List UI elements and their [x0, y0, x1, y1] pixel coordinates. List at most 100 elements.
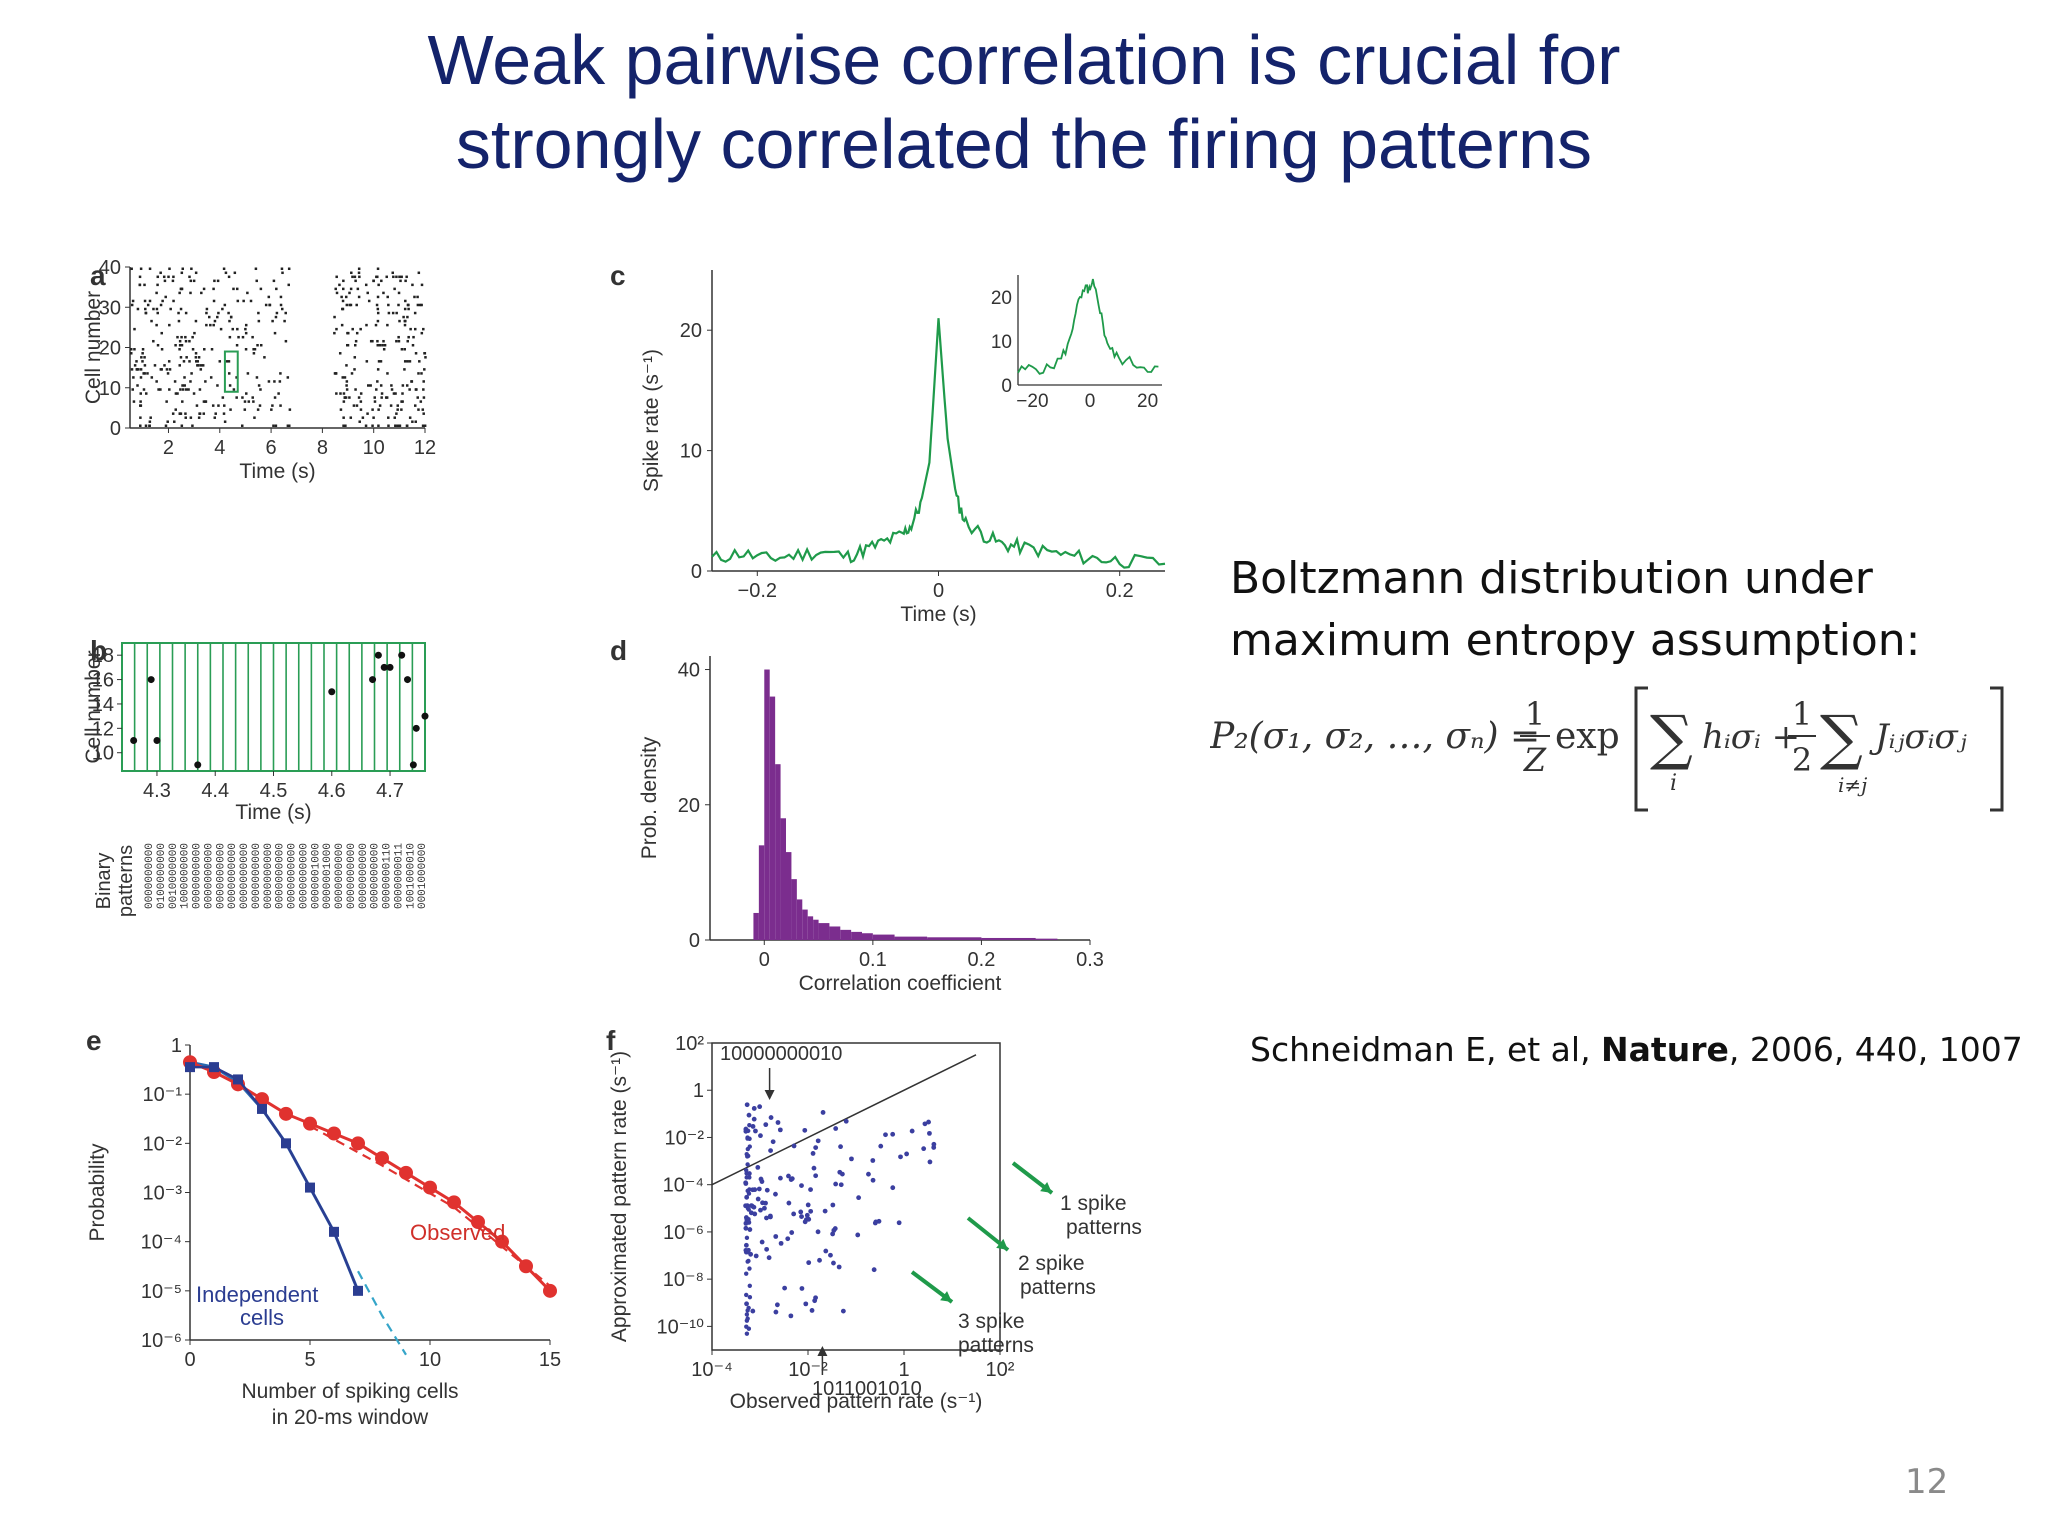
spike-mark	[131, 299, 135, 303]
a-ytick-label: 30	[99, 297, 121, 319]
spike-mark	[156, 283, 159, 287]
binary-pattern: 1001000010	[405, 843, 417, 909]
f-point	[856, 1195, 862, 1201]
spike-mark	[240, 424, 244, 427]
d-hist-bar	[1035, 938, 1058, 940]
spike-mark	[212, 299, 216, 303]
spike-mark	[159, 388, 162, 391]
binary-pattern: 0000001000	[310, 843, 322, 909]
spike-mark	[403, 348, 406, 351]
e-independent-label-1: Independent	[196, 1282, 318, 1307]
spike-mark	[385, 275, 388, 279]
f-point	[883, 1132, 888, 1138]
spike-mark	[179, 307, 183, 311]
spike-mark	[357, 271, 361, 275]
spike-mark	[390, 388, 394, 391]
spike-mark	[136, 384, 139, 387]
spike-mark	[178, 339, 182, 343]
spike-mark	[339, 408, 343, 411]
spike-mark	[267, 295, 271, 299]
spike-mark	[202, 400, 206, 403]
f-point	[747, 1227, 753, 1232]
spike-mark	[366, 291, 369, 295]
d-ytick-label: 0	[689, 930, 700, 952]
b-spike-point	[194, 761, 202, 769]
f-point	[830, 1202, 836, 1208]
f-ytick-label: 1	[693, 1080, 704, 1102]
e-independent-point	[281, 1138, 291, 1149]
f-point	[758, 1133, 763, 1139]
spike-mark	[271, 404, 274, 407]
f-point	[747, 1294, 753, 1300]
spike-mark	[416, 295, 419, 299]
citation-suffix: , 2006, 440, 1007	[1728, 1030, 2023, 1069]
f-point	[838, 1182, 844, 1188]
panel-a-raster-plot: a 0 10 20 30 40 2 4 6 8 10 12 Time (s) Cell number	[82, 257, 436, 483]
spike-mark	[407, 303, 410, 307]
spike-mark	[189, 279, 193, 283]
spike-mark	[143, 283, 146, 287]
spike-mark	[199, 364, 203, 367]
spike-mark	[345, 388, 349, 391]
spike-mark	[130, 348, 133, 351]
f-point	[767, 1213, 773, 1219]
d-hist-bar	[769, 696, 776, 940]
b-spike-point	[409, 761, 417, 769]
f-point	[833, 1181, 839, 1187]
f-point	[799, 1183, 804, 1189]
spike-mark	[189, 291, 192, 295]
spike-mark	[178, 291, 181, 295]
spike-mark	[146, 303, 150, 307]
spike-mark	[396, 424, 400, 427]
b-spike-point	[421, 712, 429, 720]
spike-mark	[377, 408, 380, 411]
f-point	[743, 1225, 749, 1231]
spike-mark	[344, 295, 348, 299]
spike-mark	[420, 303, 423, 307]
e-observed-point	[495, 1234, 509, 1249]
spike-mark	[257, 384, 261, 387]
spike-mark	[164, 424, 168, 427]
b-xtick-label: 4.7	[376, 780, 404, 802]
spike-mark	[258, 404, 262, 407]
spike-mark	[423, 368, 426, 371]
spike-mark	[141, 352, 144, 355]
f-point	[775, 1120, 781, 1125]
spike-mark	[246, 291, 249, 295]
spike-mark	[162, 275, 166, 279]
spike-mark	[421, 408, 425, 411]
spike-mark	[179, 388, 182, 391]
spike-mark	[394, 392, 397, 395]
f-point	[813, 1173, 819, 1179]
spike-mark	[189, 380, 192, 383]
f-point	[927, 1159, 933, 1165]
spike-mark	[390, 384, 393, 387]
spike-mark	[198, 388, 202, 391]
e-xtick-label: 5	[304, 1349, 315, 1371]
spike-mark	[228, 319, 231, 323]
b-ytick-label: 14	[92, 694, 114, 716]
spike-mark	[287, 283, 290, 287]
spike-mark	[204, 400, 208, 403]
f-annotation-top: 10000000010	[720, 1043, 842, 1065]
spike-mark	[354, 339, 358, 343]
spike-mark	[348, 303, 351, 307]
spike-mark	[216, 384, 219, 387]
spike-mark	[403, 319, 407, 323]
d-hist-bar	[775, 764, 781, 940]
spike-mark	[400, 275, 403, 279]
f-point	[743, 1242, 749, 1248]
spike-mark	[155, 307, 159, 311]
spike-mark	[244, 327, 247, 331]
e-xtick-label: 0	[184, 1349, 195, 1371]
spike-mark	[381, 343, 384, 347]
spike-mark	[163, 279, 167, 283]
citation-journal: Nature	[1601, 1030, 1729, 1069]
f-point	[802, 1127, 808, 1133]
f-point	[799, 1214, 804, 1220]
spike-mark	[401, 400, 404, 403]
b-spike-point	[328, 688, 336, 696]
spike-mark	[395, 339, 398, 343]
spike-mark	[176, 335, 179, 339]
spike-mark	[354, 343, 357, 347]
